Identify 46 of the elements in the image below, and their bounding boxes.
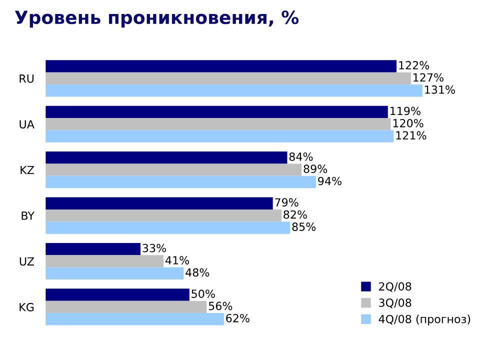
data-label: 62% (226, 314, 250, 322)
bar (46, 60, 397, 72)
y-tick-label: UA (20, 120, 34, 129)
data-label: 131% (425, 85, 455, 94)
bar (46, 176, 316, 188)
bar (46, 242, 141, 256)
bar (46, 255, 164, 268)
data-label: 50% (192, 290, 215, 298)
data-label: 56% (208, 302, 232, 310)
data-label: 122% (399, 61, 430, 70)
data-label: 41% (165, 256, 190, 264)
data-label: 89% (304, 164, 328, 174)
legend-label: 2Q/08 (379, 282, 412, 292)
bar (46, 84, 422, 97)
chart-title: Уровень проникновения, % (14, 10, 299, 28)
data-label: 94% (318, 176, 342, 186)
bar (46, 130, 394, 142)
bar (46, 118, 391, 130)
data-label: 79% (275, 198, 298, 207)
bar (46, 197, 273, 210)
bar (46, 313, 224, 326)
data-label: 82% (284, 210, 307, 219)
data-label: 121% (396, 131, 426, 140)
y-tick-label: UZ (20, 257, 34, 266)
data-label: 120% (393, 118, 424, 128)
bar (46, 72, 411, 85)
bar (46, 222, 290, 234)
y-tick-label: RU (20, 74, 34, 83)
bar (46, 267, 184, 280)
bar (46, 164, 302, 176)
bar (46, 152, 288, 164)
legend-label: 4Q/08 (прогноз) (378, 314, 470, 326)
legend-label: 3Q/08 (379, 298, 412, 308)
y-tick-label: BY (22, 212, 35, 220)
bar (46, 300, 207, 314)
data-label: 33% (142, 244, 166, 252)
bar (46, 106, 388, 118)
bar (46, 209, 282, 222)
y-tick-label: KZ (20, 166, 34, 174)
data-label: 127% (414, 73, 444, 82)
data-label: 48% (186, 268, 210, 277)
data-label: 85% (292, 222, 316, 231)
y-tick-label: KG (20, 302, 34, 312)
data-label: 84% (289, 152, 313, 161)
data-label: 119% (390, 106, 420, 116)
bar (46, 288, 190, 301)
